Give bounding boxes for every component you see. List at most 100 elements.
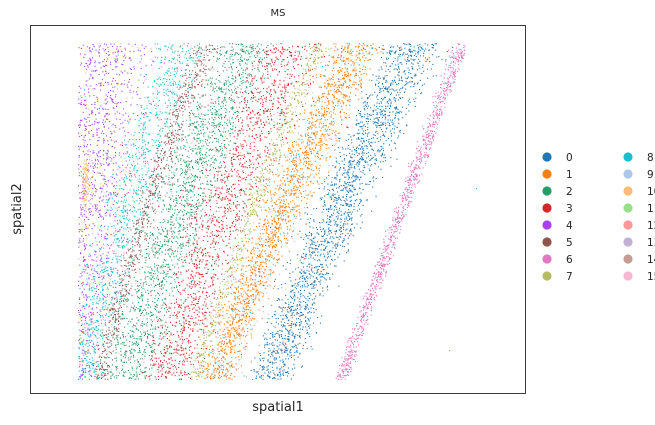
spot-cluster-2 <box>145 256 147 258</box>
spot-cluster-2 <box>158 265 160 267</box>
spot-cluster-5 <box>113 303 115 305</box>
spot-cluster-5 <box>201 80 203 82</box>
spot-cluster-4 <box>78 103 80 105</box>
spot-cluster-3 <box>260 91 262 93</box>
spot-cluster-5 <box>205 45 207 47</box>
spot-cluster-3 <box>201 312 203 314</box>
spot-cluster-5 <box>200 70 202 72</box>
spot-cluster-2 <box>189 218 191 220</box>
spot-cluster-2 <box>192 129 194 131</box>
spot-cluster-4 <box>95 250 97 252</box>
spot-cluster-3 <box>188 307 190 309</box>
spot-cluster-3 <box>202 274 204 276</box>
spot-cluster-2 <box>202 126 204 128</box>
spot-cluster-2 <box>235 118 237 120</box>
spot-cluster-3 <box>285 137 287 139</box>
spot-cluster-2 <box>179 225 181 227</box>
spot-cluster-2 <box>201 156 203 158</box>
spot-cluster-2 <box>219 50 221 52</box>
spot-cluster-8 <box>161 112 163 114</box>
spot-cluster-2 <box>176 146 178 148</box>
spot-cluster-3 <box>258 60 260 62</box>
spot-cluster-4 <box>116 111 118 113</box>
spot-cluster-2 <box>230 84 232 86</box>
spot-cluster-4 <box>99 85 101 87</box>
spot-cluster-4 <box>78 172 80 174</box>
spot-cluster-8 <box>141 154 143 156</box>
spot-cluster-8 <box>148 176 150 178</box>
spot-cluster-2 <box>253 49 255 51</box>
spot-cluster-4 <box>82 352 84 354</box>
spot-cluster-4 <box>78 175 80 177</box>
spot-cluster-5 <box>191 84 193 86</box>
spot-cluster-2 <box>147 336 149 338</box>
spot-cluster-8 <box>82 346 84 348</box>
spot-cluster-2 <box>260 44 262 46</box>
spot-cluster-2 <box>147 298 149 300</box>
spot-cluster-2 <box>170 197 172 199</box>
spot-cluster-5 <box>192 95 194 97</box>
spot-cluster-3 <box>247 152 249 154</box>
spot-cluster-2 <box>139 364 141 366</box>
spot-cluster-2 <box>245 67 247 69</box>
spot-cluster-5 <box>199 75 201 77</box>
spot-cluster-4 <box>113 43 115 45</box>
spot-cluster-8 <box>186 63 188 65</box>
spot-cluster-4 <box>84 179 86 181</box>
spot-cluster-4 <box>133 169 135 171</box>
spot-cluster-3 <box>192 364 194 366</box>
spot-cluster-8 <box>139 197 141 199</box>
spot-cluster-2 <box>107 370 109 372</box>
spot-cluster-8 <box>147 148 149 150</box>
spot-cluster-5 <box>137 222 139 224</box>
spot-cluster-3 <box>191 353 193 355</box>
spot-cluster-2 <box>161 288 163 290</box>
spot-cluster-3 <box>215 241 217 243</box>
spot-cluster-5 <box>102 343 104 345</box>
spot-cluster-2 <box>188 157 190 159</box>
spot-cluster-4 <box>118 230 120 232</box>
spot-cluster-4 <box>85 224 87 226</box>
spot-cluster-3 <box>169 339 171 341</box>
spot-cluster-8 <box>173 52 175 54</box>
spot-cluster-3 <box>226 189 228 191</box>
spot-cluster-2 <box>145 281 147 283</box>
spot-cluster-5 <box>200 53 202 55</box>
spot-cluster-5 <box>126 265 128 267</box>
spot-cluster-8 <box>151 174 153 176</box>
spot-cluster-3 <box>264 124 266 126</box>
spot-cluster-2 <box>233 99 235 101</box>
spot-cluster-5 <box>107 307 109 309</box>
spot-cluster-3 <box>205 280 207 282</box>
spot-cluster-4 <box>89 47 91 49</box>
spot-cluster-3 <box>251 110 253 112</box>
spot-cluster-4 <box>100 258 102 260</box>
spot-cluster-2 <box>133 305 135 307</box>
spot-cluster-4 <box>90 311 92 313</box>
spot-cluster-8 <box>157 195 159 197</box>
spot-cluster-3 <box>278 71 280 73</box>
spot-cluster-4 <box>96 96 98 98</box>
spot-cluster-2 <box>126 318 128 320</box>
spot-cluster-2 <box>169 276 171 278</box>
spot-cluster-2 <box>214 127 216 129</box>
spot-cluster-4 <box>84 104 86 106</box>
spot-cluster-2 <box>187 199 189 201</box>
spot-cluster-3 <box>283 65 285 67</box>
spot-cluster-8 <box>94 270 96 272</box>
spot-cluster-2 <box>156 303 158 305</box>
spot-cluster-2 <box>189 212 191 214</box>
spot-cluster-2 <box>148 253 150 255</box>
spot-cluster-2 <box>206 183 208 185</box>
spot-cluster-4 <box>88 131 90 133</box>
spot-cluster-3 <box>277 49 279 51</box>
spot-cluster-3 <box>289 52 291 54</box>
spot-cluster-5 <box>169 136 171 138</box>
spot-cluster-4 <box>102 108 104 110</box>
spot-cluster-2 <box>133 349 135 351</box>
spot-cluster-4 <box>100 254 102 256</box>
spot-cluster-4 <box>96 154 98 156</box>
spot-cluster-3 <box>277 100 279 102</box>
spot-cluster-8 <box>155 144 157 146</box>
spot-cluster-2 <box>269 75 271 77</box>
